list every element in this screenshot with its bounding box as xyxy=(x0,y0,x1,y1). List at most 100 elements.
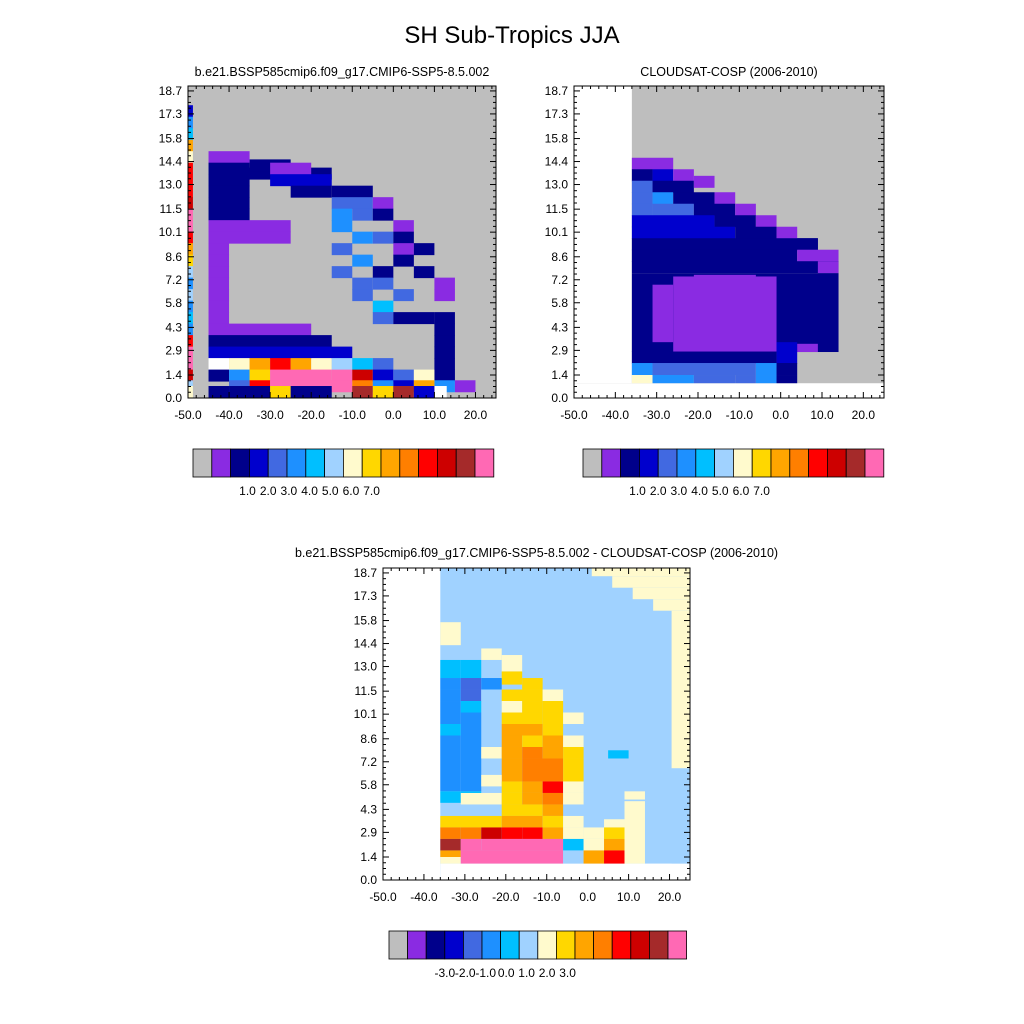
colorbar-swatch xyxy=(808,448,828,478)
colorbar-label: 1.0 xyxy=(239,484,256,498)
heatmap-cell xyxy=(188,346,193,359)
heatmap-cell xyxy=(270,386,291,398)
heatmap-cell xyxy=(631,169,653,182)
y-tick-label: 0.0 xyxy=(165,391,182,405)
y-tick-label: 7.2 xyxy=(165,273,182,287)
heatmap-cell xyxy=(188,105,193,118)
colorbar-label: -1.0 xyxy=(475,966,496,980)
heatmap-cell xyxy=(249,369,271,382)
heatmap-cell xyxy=(563,735,584,747)
heatmap-cell xyxy=(604,819,625,828)
heatmap-cell xyxy=(604,827,625,839)
heatmap-cell xyxy=(393,254,414,267)
heatmap-cell xyxy=(501,701,523,713)
y-tick-label: 0.0 xyxy=(360,873,377,887)
heatmap-cell xyxy=(393,312,435,325)
heatmap-cell xyxy=(188,300,193,313)
y-tick-label: 1.4 xyxy=(165,368,182,382)
colorbar-swatch xyxy=(230,448,250,478)
heatmap-cell xyxy=(440,689,461,702)
colorbar-swatch xyxy=(770,448,791,478)
heatmap-cell xyxy=(501,758,523,782)
heatmap-cell xyxy=(755,215,777,228)
y-tick-label: 18.7 xyxy=(354,566,378,580)
heatmap-cell xyxy=(352,386,373,398)
heatmap-cell xyxy=(434,386,447,398)
colorbar-swatch xyxy=(267,448,288,478)
heatmap-cell xyxy=(631,363,653,376)
y-tick-label: 13.0 xyxy=(545,178,569,192)
heatmap-cell xyxy=(270,162,312,175)
heatmap-cell xyxy=(270,358,291,371)
heatmap-cell xyxy=(372,369,394,382)
colorbar-swatch xyxy=(418,448,438,478)
colorbar-swatch xyxy=(388,930,409,960)
heatmap-cell xyxy=(652,180,694,193)
heatmap-cell xyxy=(460,827,482,839)
plot-frame xyxy=(382,567,691,881)
heatmap-cell xyxy=(501,655,523,672)
heatmap-cell xyxy=(188,151,193,164)
heatmap-cell xyxy=(208,300,230,313)
x-tick-label: -40.0 xyxy=(410,890,438,904)
heatmap-cell xyxy=(673,169,694,182)
colorbar-label: 3.0 xyxy=(671,484,688,498)
heatmap-cell xyxy=(372,266,394,279)
colorbar-swatch xyxy=(733,448,753,478)
heatmap-cell xyxy=(693,203,736,216)
heatmap-cell xyxy=(755,363,777,376)
y-tick-label: 4.3 xyxy=(551,320,568,334)
heatmap-cell xyxy=(393,386,414,398)
colorbar-swatch xyxy=(667,930,688,960)
heatmap-cell xyxy=(229,386,271,398)
heatmap-cell xyxy=(631,351,777,364)
heatmap-cell xyxy=(522,678,543,690)
heatmap-cell xyxy=(434,312,455,325)
colorbar-swatch xyxy=(248,448,269,478)
x-tick-label: 20.0 xyxy=(464,408,488,422)
colorbar-swatch xyxy=(462,930,483,960)
y-tick-label: 14.4 xyxy=(354,637,378,651)
x-tick-label: -40.0 xyxy=(215,408,243,422)
heatmap-cell xyxy=(652,363,756,376)
heatmap-cell xyxy=(574,383,884,398)
heatmap-cell xyxy=(501,735,523,747)
y-tick-label: 2.9 xyxy=(165,343,182,357)
colorbar-swatch xyxy=(620,448,640,478)
colorbar-swatch xyxy=(361,448,382,478)
y-tick-label: 18.7 xyxy=(545,84,569,98)
y-tick-label: 2.9 xyxy=(360,825,377,839)
y-tick-label: 17.3 xyxy=(545,107,569,121)
heatmap-cell xyxy=(542,689,564,702)
y-tick-label: 15.8 xyxy=(545,132,569,146)
heatmap-cell xyxy=(631,192,653,205)
heatmap-cell xyxy=(372,300,394,313)
heatmap-cell xyxy=(673,276,777,353)
heatmap-cell xyxy=(208,312,230,325)
y-tick-label: 4.3 xyxy=(360,802,377,816)
heatmap-cell xyxy=(440,735,461,792)
heatmap-cell xyxy=(440,850,461,858)
colorbar-label: 6.0 xyxy=(343,484,360,498)
heatmap-cell xyxy=(188,174,193,187)
heatmap-cell xyxy=(631,157,674,170)
heatmap-cell xyxy=(624,801,645,864)
heatmap-cell xyxy=(714,215,756,228)
heatmap-cell xyxy=(331,220,353,233)
heatmap-cell xyxy=(188,335,193,348)
colorbar-label: 7.0 xyxy=(363,484,380,498)
heatmap-cell xyxy=(460,689,482,702)
x-tick-label: 10.0 xyxy=(423,408,447,422)
colorbar-swatch xyxy=(864,448,885,478)
heatmap-cell xyxy=(817,261,839,274)
heatmap-cell xyxy=(776,363,798,376)
heatmap-cell xyxy=(188,277,193,290)
heatmap-cell xyxy=(188,185,193,198)
colorbar-swatch xyxy=(827,448,847,478)
colorbar-label: 4.0 xyxy=(691,484,708,498)
heatmap-cell xyxy=(208,174,250,187)
y-tick-label: 18.7 xyxy=(159,84,183,98)
heatmap-cell xyxy=(270,174,332,187)
heatmap-cell xyxy=(776,375,798,384)
colorbar-swatch xyxy=(500,930,520,960)
